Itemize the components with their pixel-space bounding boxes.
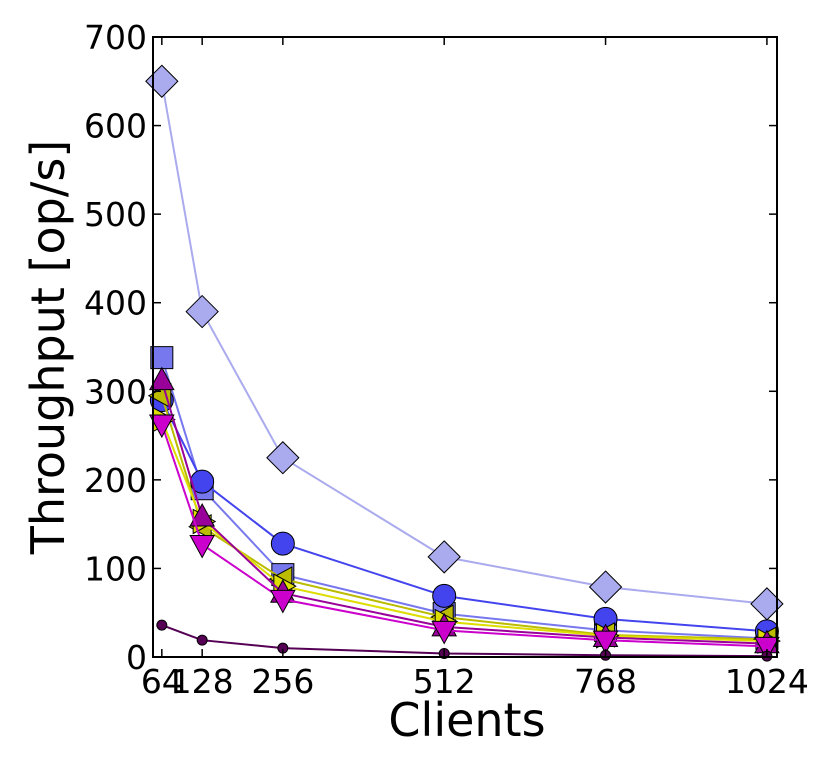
series-6-point-2 (270, 589, 296, 614)
series-5-point-0 (148, 366, 175, 391)
y-tick-label: 300 (84, 372, 147, 411)
series-6 (148, 414, 780, 661)
series-6-point-0 (148, 414, 175, 439)
series-7-line (161, 624, 767, 658)
y-tick-label: 100 (84, 549, 147, 588)
y-tick-label: 200 (84, 461, 147, 500)
series-6-point-5 (754, 636, 780, 661)
series-0-line (160, 81, 768, 605)
x-tick-label: 128 (171, 662, 234, 701)
axes-frame (152, 36, 778, 658)
y-tick-label: 700 (84, 18, 147, 57)
y-tick-label: 600 (84, 107, 147, 146)
series-4-line (160, 419, 767, 643)
x-tick-label: 512 (413, 662, 476, 701)
y-tick-label: 0 (126, 638, 147, 677)
series-2-line (160, 399, 767, 633)
axes-frame-border (152, 36, 778, 658)
series-6-line (160, 423, 767, 648)
x-tick-label: 1024 (725, 662, 809, 701)
series-2-point-3 (432, 583, 457, 608)
x-tick-label: 256 (251, 662, 314, 701)
series-7-point-0 (156, 619, 168, 631)
series-6-point-1 (189, 535, 216, 559)
x-axis-title: Clients (388, 693, 545, 747)
series-6-point-3 (431, 620, 458, 645)
y-tick-label: 500 (84, 195, 147, 234)
series-7-point-1 (196, 634, 208, 646)
series-2-point-2 (270, 531, 295, 556)
series-5-point-1 (189, 503, 216, 527)
series-5-line (160, 380, 767, 645)
y-axis-title: Throughput [op/s] (21, 140, 75, 556)
x-tick-label: 64 (141, 662, 183, 701)
series-0-point-1 (185, 294, 219, 329)
x-tick-label: 768 (574, 662, 637, 701)
series-0-point-4 (588, 570, 623, 604)
y-tick-label: 400 (84, 284, 147, 323)
series-6-point-4 (592, 630, 619, 655)
series-1-point-0 (150, 346, 174, 370)
series-0-point-3 (427, 540, 461, 574)
series-0-point-2 (266, 441, 300, 475)
